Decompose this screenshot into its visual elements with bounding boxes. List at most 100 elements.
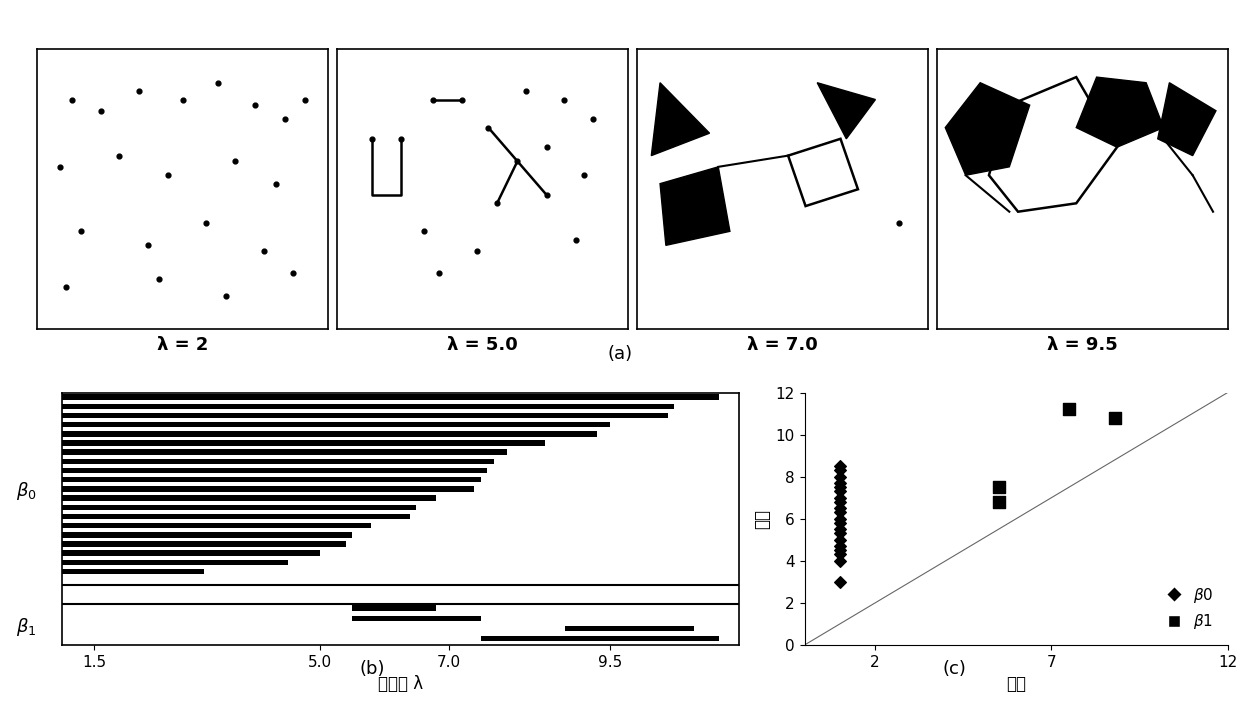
Point	[429, 268, 449, 279]
Point	[284, 268, 304, 279]
Point	[830, 486, 849, 497]
Legend: $\beta$0, $\beta$1: $\beta$0, $\beta$1	[1152, 580, 1220, 637]
Point	[1105, 412, 1125, 423]
Point	[830, 477, 849, 489]
Bar	[62, 449, 507, 455]
Polygon shape	[817, 83, 875, 139]
Point	[583, 114, 603, 125]
Point	[275, 114, 295, 125]
Text: (c): (c)	[942, 660, 967, 679]
Bar	[352, 606, 435, 611]
Point	[226, 156, 246, 167]
Point	[159, 170, 179, 181]
Bar	[62, 422, 610, 428]
Bar	[62, 486, 475, 491]
Point	[479, 122, 498, 133]
Bar	[481, 636, 719, 641]
Point	[138, 240, 157, 251]
Point	[423, 94, 443, 105]
X-axis label: 过滤値 λ: 过滤値 λ	[378, 675, 423, 693]
X-axis label: λ = 7.0: λ = 7.0	[746, 336, 817, 355]
Point	[62, 94, 82, 105]
Point	[988, 482, 1008, 493]
Polygon shape	[660, 167, 730, 245]
Point	[51, 161, 71, 172]
Point	[554, 94, 574, 105]
Bar	[62, 431, 596, 437]
Point	[830, 524, 849, 535]
Point	[246, 100, 265, 111]
Point	[507, 156, 527, 167]
Bar	[62, 496, 435, 501]
Point	[830, 465, 849, 476]
Point	[889, 217, 909, 229]
Point	[830, 503, 849, 514]
Point	[830, 555, 849, 566]
Bar	[62, 569, 203, 574]
X-axis label: λ = 2: λ = 2	[157, 336, 208, 355]
Point	[295, 94, 315, 105]
Point	[129, 86, 149, 97]
Point	[988, 496, 1008, 508]
Point	[92, 105, 112, 116]
X-axis label: 出生: 出生	[1006, 675, 1027, 693]
Point	[487, 198, 507, 209]
Bar	[564, 626, 693, 631]
Point	[537, 189, 557, 200]
Point	[56, 282, 76, 293]
Point	[830, 576, 849, 587]
Point	[830, 492, 849, 503]
X-axis label: λ = 9.5: λ = 9.5	[1047, 336, 1117, 355]
Point	[830, 482, 849, 493]
Point	[830, 528, 849, 539]
Point	[830, 471, 849, 482]
Bar	[62, 477, 481, 482]
Point	[254, 245, 274, 257]
Text: $\beta_1$: $\beta_1$	[16, 616, 36, 638]
Text: $\beta_0$: $\beta_0$	[16, 480, 36, 502]
Point	[453, 94, 472, 105]
Bar	[352, 615, 481, 621]
Point	[391, 133, 410, 144]
Point	[414, 226, 434, 237]
Point	[830, 461, 849, 472]
Point	[574, 170, 594, 181]
Point	[265, 178, 285, 189]
Bar	[62, 559, 288, 565]
Point	[150, 273, 170, 285]
Point	[362, 133, 382, 144]
Bar	[62, 514, 410, 519]
Bar	[62, 395, 719, 400]
Bar	[62, 440, 546, 446]
Point	[537, 142, 557, 153]
Bar	[62, 413, 668, 418]
Point	[466, 245, 486, 257]
Point	[217, 290, 237, 301]
Point	[109, 150, 129, 161]
Bar	[62, 458, 494, 464]
Polygon shape	[651, 83, 709, 156]
Bar	[62, 505, 417, 510]
Point	[1059, 404, 1079, 415]
Bar	[62, 550, 320, 556]
Point	[208, 77, 228, 88]
Point	[830, 549, 849, 560]
Point	[565, 234, 585, 245]
Point	[830, 507, 849, 518]
Y-axis label: 死亡: 死亡	[754, 509, 771, 529]
Point	[71, 226, 91, 237]
Point	[830, 496, 849, 508]
Point	[830, 545, 849, 556]
Point	[516, 86, 536, 97]
Bar	[62, 468, 487, 473]
X-axis label: λ = 5.0: λ = 5.0	[448, 336, 518, 355]
Point	[830, 540, 849, 552]
Point	[830, 534, 849, 545]
Point	[172, 94, 192, 105]
Polygon shape	[1076, 77, 1163, 147]
Point	[196, 217, 216, 229]
Bar	[62, 523, 371, 529]
Point	[830, 513, 849, 524]
Polygon shape	[945, 83, 1029, 175]
Polygon shape	[1158, 83, 1216, 156]
